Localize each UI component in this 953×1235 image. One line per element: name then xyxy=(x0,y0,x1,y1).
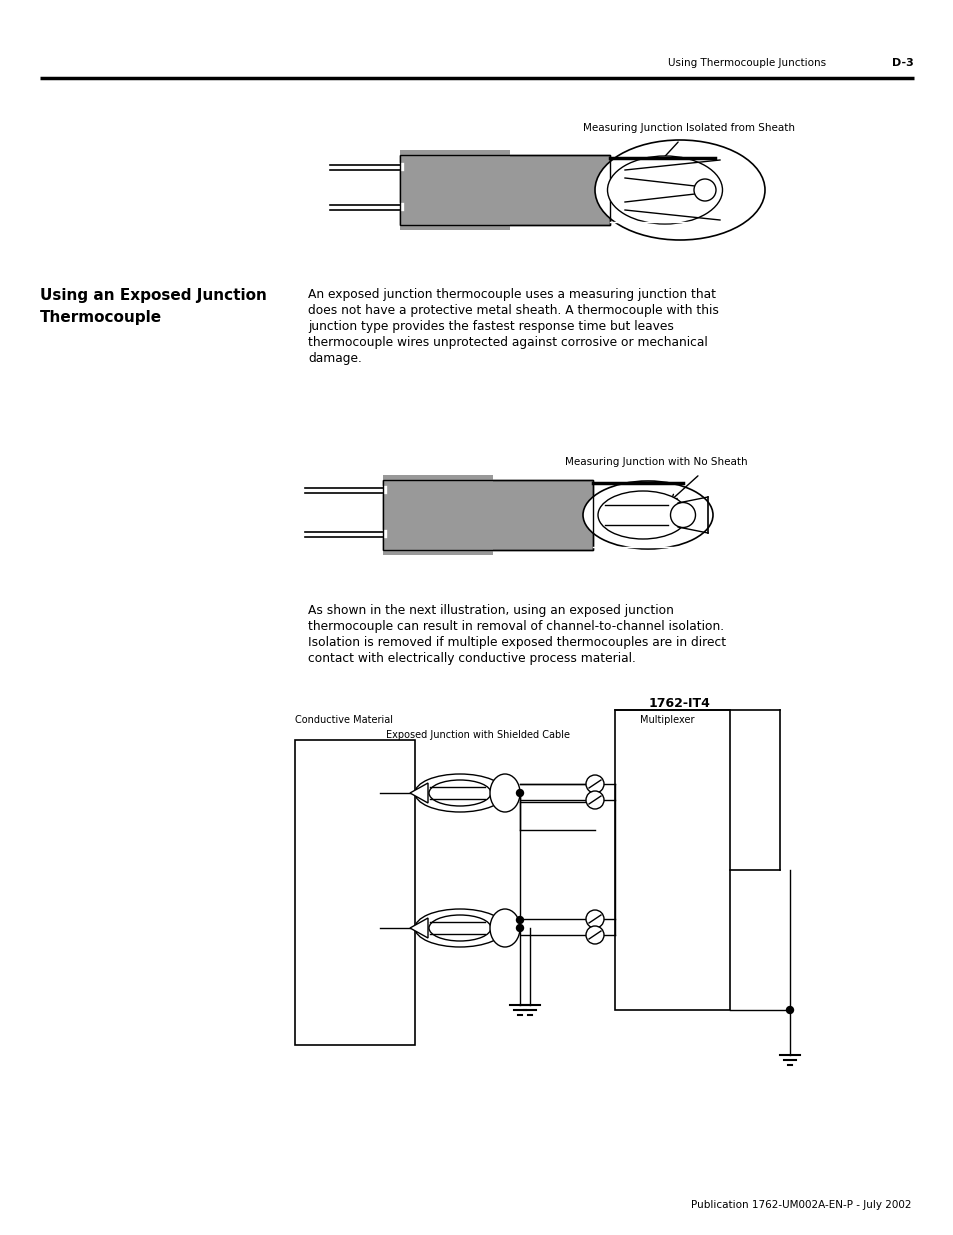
Bar xyxy=(615,710,729,1010)
Ellipse shape xyxy=(585,776,603,793)
Bar xyxy=(382,480,593,550)
Ellipse shape xyxy=(429,915,491,941)
Text: Multiplexer: Multiplexer xyxy=(639,715,694,725)
Text: Exposed Junction with Shielded Cable: Exposed Junction with Shielded Cable xyxy=(386,730,569,740)
Text: thermocouple can result in removal of channel-to-channel isolation.: thermocouple can result in removal of ch… xyxy=(308,620,723,634)
Ellipse shape xyxy=(429,781,491,806)
Ellipse shape xyxy=(595,140,764,240)
Ellipse shape xyxy=(490,909,519,947)
Ellipse shape xyxy=(585,790,603,809)
Text: An exposed junction thermocouple uses a measuring junction that: An exposed junction thermocouple uses a … xyxy=(308,288,716,301)
Text: Conductive Material: Conductive Material xyxy=(294,715,393,725)
Ellipse shape xyxy=(585,926,603,944)
Text: Using an Exposed Junction: Using an Exposed Junction xyxy=(40,288,267,303)
Bar xyxy=(399,156,609,225)
Text: D-3: D-3 xyxy=(891,58,913,68)
Circle shape xyxy=(785,1007,793,1014)
Text: Isolation is removed if multiple exposed thermocouples are in direct: Isolation is removed if multiple exposed… xyxy=(308,636,725,650)
Text: damage.: damage. xyxy=(308,352,361,366)
Ellipse shape xyxy=(490,774,519,811)
Ellipse shape xyxy=(415,909,504,947)
Bar xyxy=(382,475,493,555)
Text: junction type provides the fastest response time but leaves: junction type provides the fastest respo… xyxy=(308,320,673,333)
Ellipse shape xyxy=(693,179,716,201)
Text: contact with electrically conductive process material.: contact with electrically conductive pro… xyxy=(308,652,636,664)
Text: Measuring Junction Isolated from Sheath: Measuring Junction Isolated from Sheath xyxy=(582,124,794,133)
Text: Measuring Junction with No Sheath: Measuring Junction with No Sheath xyxy=(564,457,747,467)
Circle shape xyxy=(516,916,523,924)
Ellipse shape xyxy=(670,503,695,527)
Text: thermocouple wires unprotected against corrosive or mechanical: thermocouple wires unprotected against c… xyxy=(308,336,707,350)
Text: 1762-IT4: 1762-IT4 xyxy=(648,697,710,710)
Ellipse shape xyxy=(415,774,504,811)
Text: Using Thermocouple Junctions: Using Thermocouple Junctions xyxy=(667,58,825,68)
Bar xyxy=(399,156,609,225)
Polygon shape xyxy=(410,918,428,939)
Text: As shown in the next illustration, using an exposed junction: As shown in the next illustration, using… xyxy=(308,604,673,618)
Circle shape xyxy=(516,925,523,931)
Bar xyxy=(294,740,415,1045)
Text: does not have a protective metal sheath. A thermocouple with this: does not have a protective metal sheath.… xyxy=(308,304,719,317)
Ellipse shape xyxy=(582,480,712,550)
Text: Thermocouple: Thermocouple xyxy=(40,310,162,325)
Ellipse shape xyxy=(607,156,721,224)
Circle shape xyxy=(516,789,523,797)
Ellipse shape xyxy=(598,492,687,538)
Ellipse shape xyxy=(585,910,603,927)
Polygon shape xyxy=(410,783,428,803)
Bar xyxy=(399,149,510,230)
Bar xyxy=(382,480,593,550)
Text: Publication 1762-UM002A-EN-P - July 2002: Publication 1762-UM002A-EN-P - July 2002 xyxy=(691,1200,911,1210)
